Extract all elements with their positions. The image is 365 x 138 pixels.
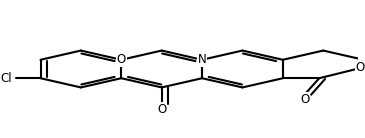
Text: N: N: [198, 53, 207, 66]
Text: O: O: [356, 61, 365, 74]
Text: Cl: Cl: [1, 72, 12, 85]
Text: O: O: [301, 93, 310, 106]
Text: O: O: [157, 103, 166, 116]
Text: O: O: [117, 53, 126, 66]
